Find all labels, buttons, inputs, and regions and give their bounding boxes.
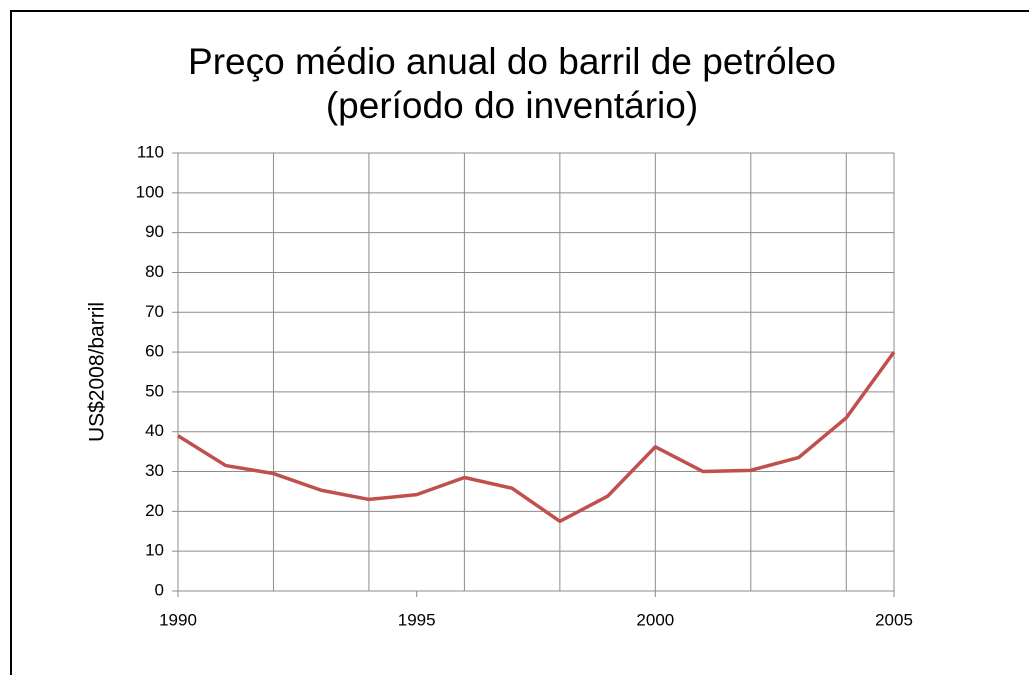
y-tick-label: 60 (145, 342, 164, 361)
data-line (177, 351, 896, 524)
y-axis-label: US$2008/barril (86, 302, 109, 442)
x-tick-label: 2005 (875, 610, 913, 629)
y-tick-label: 0 (155, 580, 164, 599)
y-tick-label: 20 (145, 501, 164, 520)
x-tick-label: 1995 (398, 610, 436, 629)
frame (10, 10, 1029, 675)
chart-title: (período do inventário) (326, 85, 698, 126)
x-tick-label: 2000 (636, 610, 674, 629)
y-tick-label: 90 (145, 222, 164, 241)
y-tick-label: 40 (145, 421, 164, 440)
y-tick-label: 70 (145, 302, 164, 321)
y-tick-label: 110 (137, 142, 164, 161)
y-tick-label: 30 (145, 461, 164, 480)
y-tick-label: 100 (136, 182, 164, 201)
y-tick-label: 50 (145, 381, 164, 400)
y-tick-label: 80 (145, 262, 164, 281)
y-tick-label: 10 (145, 541, 164, 560)
x-tick-label: 1990 (159, 610, 197, 629)
chart-title: Preço médio anual do barril de petróleo (188, 41, 836, 82)
